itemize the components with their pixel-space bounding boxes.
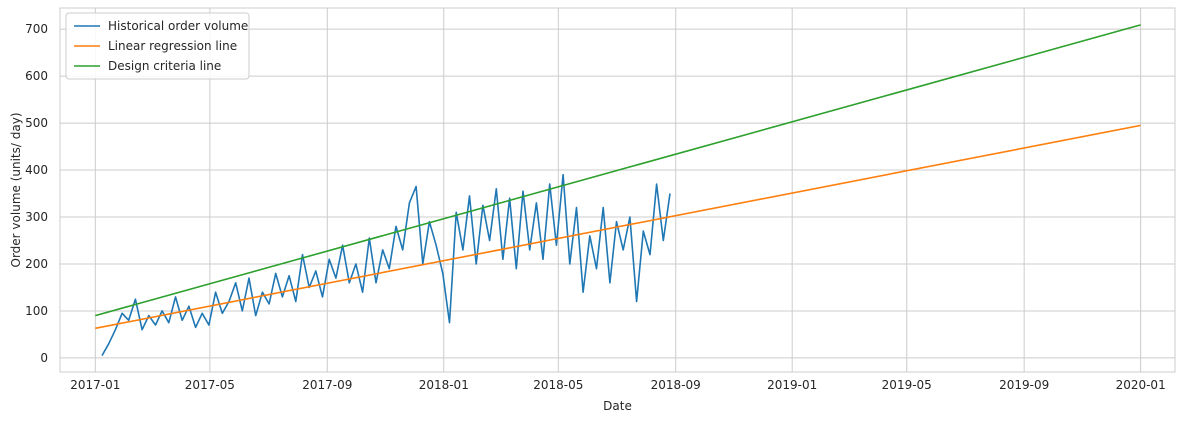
y-tick-label: 200	[25, 257, 48, 271]
plot-area-frame	[59, 7, 1176, 373]
x-tick-label: 2018-01	[419, 378, 469, 392]
legend: Historical order volume Linear regression…	[65, 12, 250, 80]
y-tick-label: 400	[25, 163, 48, 177]
x-tick-labels: 2017-01 2017-05 2017-09 2018-01 2018-05 2018-…	[70, 378, 1165, 392]
x-tick-label: 2020-01	[1116, 378, 1166, 392]
legend-label: Design criteria line	[108, 59, 221, 73]
y-tick-label: 100	[25, 304, 48, 318]
y-tick-label: 500	[25, 116, 48, 130]
y-tick-label: 300	[25, 210, 48, 224]
y-tick-label: 0	[40, 351, 48, 365]
x-tick-label: 2017-01	[70, 378, 120, 392]
legend-label: Historical order volume	[108, 19, 248, 33]
x-tick-label: 2018-05	[533, 378, 583, 392]
x-tick-label: 2019-09	[999, 378, 1049, 392]
x-tick-label: 2018-09	[651, 378, 701, 392]
x-axis-label: Date	[603, 399, 632, 413]
y-tick-label: 600	[25, 69, 48, 83]
x-tick-label: 2017-05	[185, 378, 235, 392]
y-tick-labels: 0 100 200 300 400 500 600 700	[25, 22, 48, 365]
y-axis-label: Order volume (units/ day)	[9, 113, 23, 268]
series-line-2	[95, 124, 1141, 330]
series-line-1	[101, 173, 671, 356]
y-tick-label: 700	[25, 22, 48, 36]
legend-label: Linear regression line	[108, 39, 237, 53]
x-tick-label: 2019-05	[882, 378, 932, 392]
series-layer	[95, 24, 1141, 356]
x-tick-label: 2019-01	[767, 378, 817, 392]
x-tick-label: 2017-09	[302, 378, 352, 392]
series-line-3	[95, 24, 1141, 317]
legend-box	[65, 12, 250, 80]
